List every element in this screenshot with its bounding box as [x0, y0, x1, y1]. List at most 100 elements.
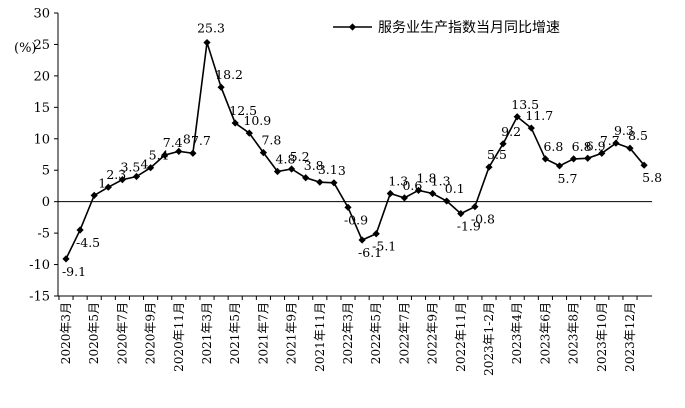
data-point-marker: [471, 203, 479, 211]
data-point-marker: [499, 140, 507, 148]
data-point-marker: [217, 83, 225, 91]
data-label: 9.2: [501, 124, 521, 139]
data-label: 3.8: [304, 158, 324, 173]
y-tick-label: -10: [29, 258, 50, 273]
y-tick-label: 0: [42, 195, 50, 210]
x-tick-label: 2020年11月: [172, 302, 186, 372]
data-point-marker: [386, 189, 394, 198]
data-label: 1.3: [431, 173, 451, 188]
data-point-marker: [104, 183, 112, 191]
data-label: 6.9: [586, 138, 606, 153]
data-label: 2.3: [106, 167, 126, 182]
data-point-marker: [273, 167, 282, 176]
data-label: 0.1: [445, 181, 465, 196]
data-point-marker: [513, 113, 521, 121]
data-point-marker: [443, 197, 451, 205]
data-point-marker: [598, 149, 606, 157]
legend: 服务业生产指数当月同比增速: [333, 20, 560, 36]
data-label: -9.1: [62, 264, 86, 279]
data-label: 1.8: [417, 170, 437, 185]
data-label: 1: [98, 175, 106, 190]
x-tick-label: 2022年11月: [454, 302, 468, 372]
x-tick-label: 2020年5月: [87, 302, 101, 364]
data-label: 13.5: [511, 97, 539, 112]
data-point-marker: [189, 149, 197, 157]
data-label: 6.8: [543, 139, 563, 154]
x-tick-label: 2023年4月: [510, 302, 524, 364]
x-tick-label: 2021年5月: [228, 302, 242, 364]
x-tick-label: 2022年3月: [341, 302, 355, 364]
chart-axes: [57, 13, 653, 297]
data-label: 5.5: [487, 147, 507, 162]
x-tick-label: 2021年11月: [313, 302, 327, 372]
data-point-marker: [118, 176, 126, 184]
data-point-marker: [76, 226, 84, 234]
data-label: 25.3: [197, 21, 225, 36]
y-tick-label: -5: [37, 227, 50, 242]
data-label: 10.9: [243, 113, 271, 128]
data-label: 5.4: [149, 148, 169, 163]
data-labels: -9.1-4.512.33.5 45.47.4 8 7.725.318.212.510…: [62, 21, 662, 279]
x-tick-label: 2022年9月: [426, 302, 440, 364]
y-axis-unit-label: (%): [14, 41, 37, 56]
legend-marker-swatch: [348, 23, 357, 31]
data-point-marker: [62, 255, 70, 263]
y-tick-label: 20: [33, 69, 50, 84]
data-label: 5.7: [558, 171, 578, 186]
x-tick-label: 2022年7月: [397, 302, 411, 364]
data-point-marker: [288, 165, 296, 173]
data-label: 8: [183, 131, 191, 146]
legend-entry: 服务业生产指数当月同比增速: [378, 20, 560, 36]
data-label: 11.7: [525, 108, 553, 123]
data-point-marker: [316, 178, 324, 186]
x-tick-label: 2023年10月: [595, 302, 609, 372]
x-tick-label: 2020年3月: [59, 302, 73, 364]
data-label: 7.4: [163, 135, 183, 150]
data-label: 5.8: [642, 170, 662, 185]
data-point-marker: [640, 161, 648, 169]
data-point-marker: [245, 129, 253, 137]
x-tick-label: 2023年1-2月: [482, 302, 496, 376]
data-point-marker: [344, 203, 352, 211]
x-tick-label: 2023年12月: [623, 302, 637, 372]
data-label: 5.2: [290, 149, 310, 164]
data-label: -5.1: [372, 239, 396, 254]
data-point-marker: [457, 210, 465, 218]
data-label: 7.7: [600, 133, 620, 148]
data-point-marker: [485, 163, 493, 171]
data-point-marker: [132, 172, 141, 181]
data-label: 7.8: [261, 133, 281, 148]
data-point-marker: [203, 38, 211, 47]
data-point-marker: [231, 119, 239, 127]
data-label: 4.8: [276, 151, 296, 166]
data-point-marker: [555, 162, 564, 170]
data-point-marker: [400, 194, 408, 202]
data-label: 0.6: [402, 178, 422, 193]
data-point-marker: [372, 230, 380, 238]
data-point-marker: [584, 154, 592, 162]
data-label: 3.5: [120, 160, 140, 175]
data-label: -4.5: [76, 235, 100, 250]
data-label: -6.1: [358, 245, 382, 260]
y-tick-label: 15: [33, 101, 50, 116]
data-label: 3: [338, 163, 346, 178]
y-tick-label: -15: [29, 290, 50, 305]
data-label: 9.3: [614, 123, 634, 138]
x-tick-label: 2020年9月: [144, 302, 158, 364]
data-point-marker: [527, 124, 535, 132]
x-tick-label: 2022年5月: [369, 302, 383, 364]
data-point-marker: [541, 155, 549, 163]
data-label: 7.7: [191, 133, 211, 148]
y-tick-label: 25: [33, 38, 50, 53]
data-label: -0.9: [344, 212, 368, 227]
data-label: 8.5: [628, 128, 648, 143]
x-tick-label: 2023年8月: [567, 302, 581, 364]
data-point-marker: [175, 147, 183, 155]
data-point-marker: [161, 151, 169, 159]
data-label: 1.3: [388, 173, 408, 188]
data-point-marker: [570, 155, 578, 163]
x-tick-label: 2021年3月: [200, 302, 214, 364]
data-label: -1.9: [457, 219, 481, 234]
data-point-marker: [612, 139, 620, 147]
